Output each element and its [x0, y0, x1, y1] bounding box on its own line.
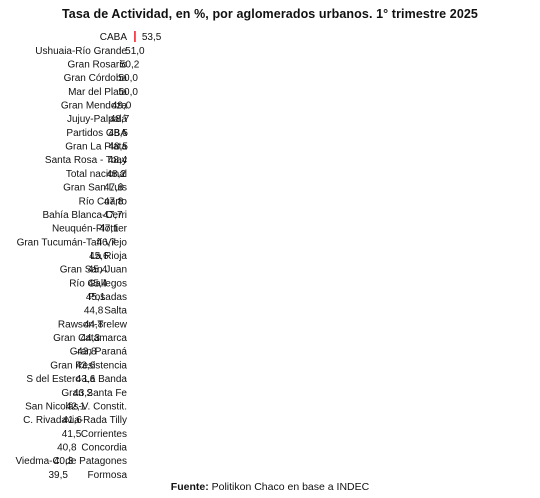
category-label: Río Gallegos [69, 278, 127, 289]
value-label: 47,8 [104, 183, 124, 194]
category-label: Bahía Blanca-Cerri [43, 210, 127, 221]
value-label: 48,5 [108, 142, 128, 153]
category-label: Río Cuarto [79, 196, 128, 207]
value-label: 44,8 [84, 319, 104, 330]
category-label: Santa Rosa - Toay [45, 155, 127, 166]
category-label: Gran Rosario [68, 59, 128, 70]
bar [134, 31, 136, 42]
category-label: Total nacional [66, 169, 127, 180]
category-label: CABA [100, 32, 128, 43]
category-label: Viedma-C. de Patagones [15, 456, 127, 467]
category-label: Neuquén-Plottier [52, 224, 128, 235]
category-label: Corrientes [81, 429, 127, 440]
value-label: 43,6 [76, 360, 96, 371]
value-label: 47,7 [103, 210, 123, 221]
value-label: 44,8 [84, 306, 104, 317]
category-label: Ushuaia-Río Grande [35, 46, 127, 57]
value-label: 48,7 [110, 114, 130, 125]
value-label: 48,5 [108, 128, 128, 139]
category-label: Posadas [88, 292, 127, 303]
value-label: 45,6 [89, 251, 109, 262]
value-label: 49,0 [112, 101, 132, 112]
value-label: 44,3 [80, 333, 100, 344]
value-label: 45,1 [86, 292, 106, 303]
category-label: Gran La Plata [65, 142, 127, 153]
category-label: C. Rivadavia-Rada Tilly [23, 415, 127, 426]
value-label: 43,6 [76, 374, 96, 385]
value-label: 50,2 [120, 59, 140, 70]
category-label: Gran Tucumán-Tafí Viejo [17, 237, 128, 248]
value-label: 50,0 [119, 73, 139, 84]
value-label: 43,2 [73, 388, 93, 399]
category-label: Gran Mendoza [61, 101, 128, 112]
value-label: 42,1 [66, 401, 86, 412]
value-label: 53,5 [142, 32, 162, 43]
value-label: 45,4 [88, 265, 108, 276]
category-label: Salta [104, 306, 127, 317]
category-label: Partidos GBA [66, 128, 127, 139]
category-label: La Rioja [90, 251, 127, 262]
category-label: Rawson-Trelew [58, 319, 128, 330]
value-label: 48,2 [106, 169, 126, 180]
value-label: 50,0 [119, 87, 139, 98]
source-text: Politikon Chaco en base a INDEC [208, 481, 370, 493]
value-label: 46,7 [96, 237, 116, 248]
chart-source: Fuente: Politikon Chaco en base a INDEC [0, 481, 540, 493]
value-label: 48,4 [108, 155, 128, 166]
category-label: Gran Resistencia [50, 360, 127, 371]
value-label: 47,1 [99, 224, 119, 235]
value-label: 41,5 [62, 429, 82, 440]
value-label: 47,8 [104, 196, 124, 207]
category-label: Mar del Plata [68, 87, 127, 98]
category-label: S del Estero-La Banda [26, 374, 127, 385]
category-label: Gran Santa Fe [61, 388, 127, 399]
category-label: Gran San Juan [60, 265, 127, 276]
value-label: 45,4 [88, 278, 108, 289]
category-label: San Nicolás-V. Constit. [25, 401, 127, 412]
category-label: Concordia [81, 443, 127, 454]
value-label: 41,6 [62, 415, 82, 426]
value-label: 39,5 [48, 470, 68, 481]
category-label: Gran Catamarca [53, 333, 127, 344]
category-label: Gran San Luis [63, 183, 127, 194]
source-label: Fuente: [170, 481, 209, 493]
category-label: Gran Paraná [70, 347, 128, 358]
value-label: 40,8 [57, 443, 77, 454]
value-label: 40,3 [54, 456, 74, 467]
value-label: 51,0 [125, 46, 145, 57]
category-label: Jujuy-Palpalá [67, 114, 127, 125]
category-label: Formosa [88, 470, 128, 481]
category-label: Gran Córdoba [64, 73, 128, 84]
chart-title: Tasa de Actividad, en %, por aglomerados… [61, 7, 478, 21]
value-label: 43,8 [77, 347, 97, 358]
